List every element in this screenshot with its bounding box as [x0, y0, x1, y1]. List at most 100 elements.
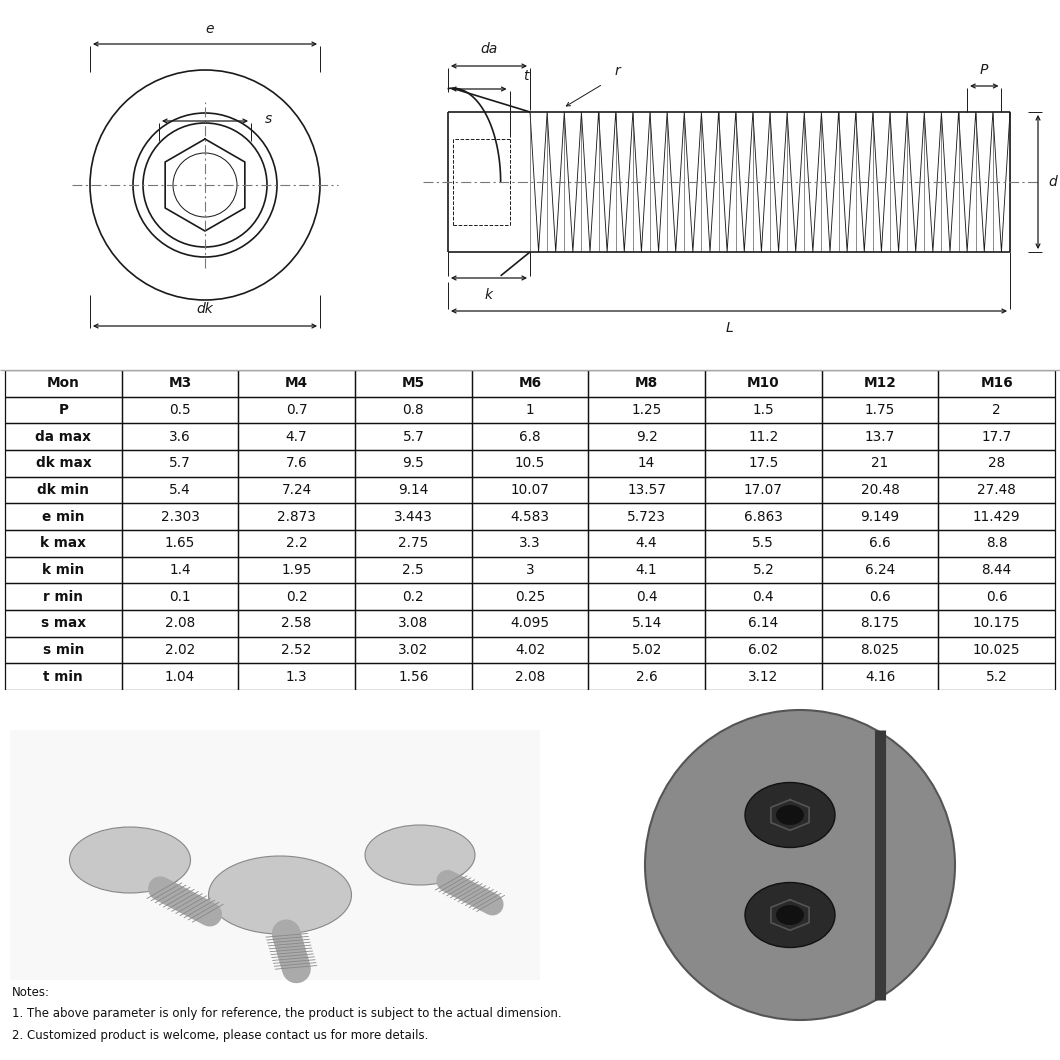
- Bar: [472, 396, 588, 423]
- Text: 1.75: 1.75: [865, 403, 896, 417]
- Text: 2.303: 2.303: [160, 510, 199, 524]
- Text: 17.5: 17.5: [748, 457, 778, 471]
- Text: t min: t min: [43, 670, 83, 684]
- Text: da: da: [480, 42, 497, 56]
- Text: k: k: [485, 288, 493, 302]
- Bar: [5, 664, 122, 690]
- Bar: [822, 504, 938, 530]
- Bar: [355, 370, 472, 396]
- Text: 5.4: 5.4: [170, 483, 191, 497]
- Bar: [122, 450, 238, 477]
- Text: 14: 14: [638, 457, 655, 471]
- Text: 5.5: 5.5: [753, 536, 774, 550]
- Text: s max: s max: [41, 616, 86, 631]
- Text: 0.2: 0.2: [286, 589, 307, 603]
- Text: 27.48: 27.48: [977, 483, 1017, 497]
- Text: 9.14: 9.14: [399, 483, 428, 497]
- Text: P: P: [58, 403, 68, 417]
- Text: 4.4: 4.4: [636, 536, 657, 550]
- Bar: [822, 423, 938, 450]
- Text: dk max: dk max: [36, 457, 91, 471]
- Bar: [705, 370, 822, 396]
- Bar: [938, 610, 1055, 637]
- Text: 0.6: 0.6: [986, 589, 1007, 603]
- Bar: [822, 396, 938, 423]
- Text: 3.443: 3.443: [394, 510, 432, 524]
- Ellipse shape: [70, 827, 191, 893]
- Text: 5.2: 5.2: [753, 563, 774, 577]
- Bar: [5, 637, 122, 664]
- Bar: [938, 450, 1055, 477]
- Text: 3.08: 3.08: [399, 616, 428, 631]
- Text: 0.7: 0.7: [286, 403, 307, 417]
- Text: 28: 28: [988, 457, 1005, 471]
- Text: 9.5: 9.5: [403, 457, 424, 471]
- Bar: [938, 556, 1055, 583]
- Bar: [122, 583, 238, 609]
- Text: 6.6: 6.6: [869, 536, 890, 550]
- Bar: [938, 477, 1055, 503]
- Text: 3: 3: [526, 563, 534, 577]
- Bar: [5, 556, 122, 583]
- Text: r min: r min: [43, 589, 84, 603]
- Bar: [355, 530, 472, 556]
- Text: 0.25: 0.25: [515, 589, 545, 603]
- Text: M6: M6: [518, 376, 542, 390]
- Text: 2.08: 2.08: [165, 616, 195, 631]
- Text: 5.7: 5.7: [403, 429, 424, 444]
- Text: 2.5: 2.5: [403, 563, 424, 577]
- Text: 2.52: 2.52: [282, 643, 312, 657]
- Text: 11.429: 11.429: [973, 510, 1021, 524]
- Bar: [238, 370, 355, 396]
- Bar: [938, 664, 1055, 690]
- Bar: [355, 504, 472, 530]
- Bar: [938, 637, 1055, 664]
- Text: 2.08: 2.08: [515, 670, 545, 684]
- Bar: [5, 504, 122, 530]
- Bar: [5, 610, 122, 637]
- Bar: [122, 396, 238, 423]
- Bar: [822, 610, 938, 637]
- Bar: [588, 637, 705, 664]
- Bar: [5, 530, 122, 556]
- Text: M10: M10: [747, 376, 780, 390]
- Bar: [705, 450, 822, 477]
- Bar: [938, 530, 1055, 556]
- Text: 1.25: 1.25: [632, 403, 661, 417]
- Bar: [705, 504, 822, 530]
- Text: 1.65: 1.65: [164, 536, 195, 550]
- Bar: [238, 556, 355, 583]
- Text: 8.025: 8.025: [861, 643, 900, 657]
- Bar: [122, 610, 238, 637]
- Bar: [588, 396, 705, 423]
- Bar: [122, 477, 238, 503]
- Text: 13.7: 13.7: [865, 429, 895, 444]
- Text: 5.7: 5.7: [170, 457, 191, 471]
- Text: 2.2: 2.2: [286, 536, 307, 550]
- Bar: [238, 664, 355, 690]
- Bar: [705, 664, 822, 690]
- Text: 9.2: 9.2: [636, 429, 657, 444]
- Text: k max: k max: [40, 536, 86, 550]
- Text: 21: 21: [871, 457, 888, 471]
- Text: 2.75: 2.75: [399, 536, 428, 550]
- Text: 7.6: 7.6: [286, 457, 307, 471]
- Bar: [122, 664, 238, 690]
- Text: e: e: [206, 22, 214, 36]
- Bar: [938, 370, 1055, 396]
- Text: t: t: [524, 69, 529, 83]
- Text: 4.7: 4.7: [286, 429, 307, 444]
- Text: 4.02: 4.02: [515, 643, 545, 657]
- Ellipse shape: [745, 883, 835, 948]
- Text: 0.8: 0.8: [403, 403, 424, 417]
- Text: da max: da max: [35, 429, 91, 444]
- Bar: [238, 637, 355, 664]
- Bar: [472, 583, 588, 609]
- Bar: [472, 450, 588, 477]
- Bar: [472, 504, 588, 530]
- Text: 3.12: 3.12: [748, 670, 778, 684]
- Text: dk min: dk min: [37, 483, 89, 497]
- Text: 1.56: 1.56: [399, 670, 428, 684]
- Text: 1.3: 1.3: [286, 670, 307, 684]
- Bar: [238, 504, 355, 530]
